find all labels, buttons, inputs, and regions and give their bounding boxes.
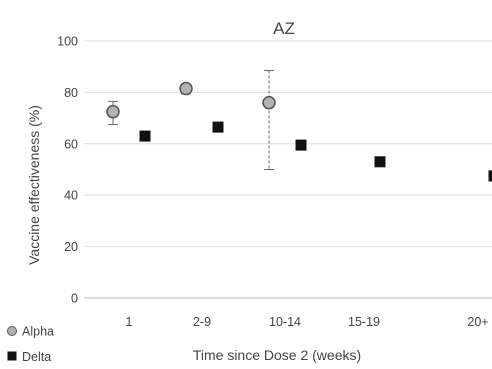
delta-point xyxy=(374,156,386,168)
delta-point xyxy=(295,139,307,151)
legend: Alpha Delta xyxy=(7,325,54,364)
alpha-point xyxy=(106,104,120,119)
alpha-point xyxy=(179,81,193,96)
y-tick-label: 80 xyxy=(64,86,78,100)
delta-point xyxy=(488,170,492,182)
x-tick-label: 2-9 xyxy=(193,315,211,329)
chart-title: AZ xyxy=(273,19,295,38)
x-axis-label: Time since Dose 2 (weeks) xyxy=(193,347,361,363)
x-tick-label: 1 xyxy=(126,315,133,329)
legend-delta-label: Delta xyxy=(22,350,51,364)
legend-alpha-label: Alpha xyxy=(22,325,54,339)
y-tick-label: 20 xyxy=(64,240,78,254)
x-tick-labels: 1 2-9 10-14 15-19 20+ xyxy=(126,315,489,329)
gridlines xyxy=(84,40,492,299)
y-tick-labels: 0 20 40 60 80 100 xyxy=(57,35,78,306)
y-tick-label: 0 xyxy=(71,292,78,306)
y-tick-label: 100 xyxy=(57,35,78,49)
y-tick-label: 40 xyxy=(64,189,78,203)
legend-alpha-marker xyxy=(7,326,17,336)
delta-point xyxy=(139,130,151,142)
y-tick-label: 60 xyxy=(64,137,78,151)
data-marks xyxy=(106,70,492,182)
legend-delta-marker xyxy=(7,351,17,361)
x-tick-label: 10-14 xyxy=(269,315,301,329)
delta-point xyxy=(212,121,224,133)
alpha-point xyxy=(262,95,276,110)
x-tick-label: 20+ xyxy=(467,315,488,329)
y-axis-label: Vaccine effectiveness (%) xyxy=(26,105,42,265)
x-tick-label: 15-19 xyxy=(348,315,380,329)
